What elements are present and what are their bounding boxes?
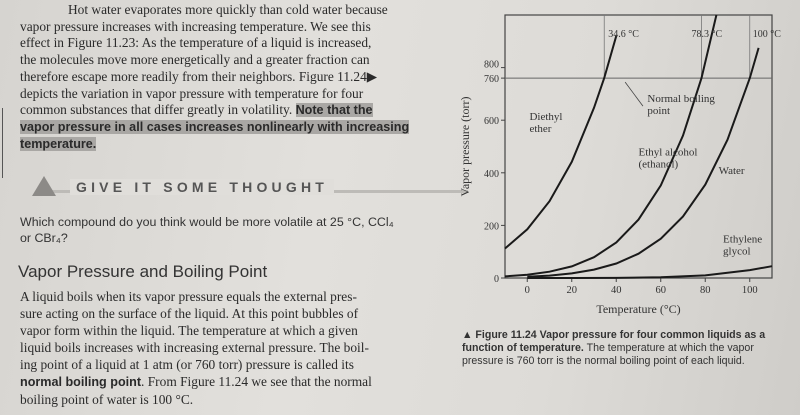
y-tick-label: 760	[484, 74, 499, 85]
annotation-bp-ether: 34.6 °C	[608, 29, 639, 40]
x-tick-label: 40	[611, 285, 622, 296]
boiling-point-paragraph: A liquid boils when its vapor pressure e…	[20, 288, 460, 408]
series-label-1: Diethyl	[529, 111, 562, 123]
annotation-normal-bp-1: Normal boiling	[647, 93, 715, 105]
annotation-bp-ethanol: 78.3 °C	[691, 29, 722, 40]
y-axis-label: Vapor pressure (torr)	[458, 97, 472, 197]
para1-line-7: common substances that differ greatly in…	[20, 102, 460, 119]
vapor-pressure-chart: 0 200 400 600 760 800 0 20 40 60 80 100 Temperature …	[458, 14, 781, 316]
series-line-4	[527, 265, 773, 279]
thought-question: Which compound do you think would be mor…	[20, 214, 460, 246]
para2-line-2: sure acting on the surface of the liquid…	[20, 306, 359, 321]
x-tick-label: 0	[525, 285, 530, 296]
y-tick-label: 0	[494, 274, 499, 285]
series-line-1	[504, 35, 618, 250]
caption-label: ▲ Figure 11.24	[462, 329, 537, 341]
x-tick-label: 100	[742, 285, 758, 296]
para1-line-6: depicts the variation in vapor pressure …	[20, 85, 364, 101]
caption-title: Vapor pressure for four common liquids a…	[462, 329, 766, 354]
para1-line-4: the molecules move more energetically an…	[20, 52, 370, 68]
para2-line-4: liquid boils increases with increasing e…	[20, 340, 369, 355]
highlight-1: Note that the	[295, 103, 373, 118]
intro-paragraph: Hot water evaporates more quickly than c…	[20, 2, 460, 152]
question-line-2: or CBr₄?	[20, 231, 68, 245]
y-tick-label: 600	[484, 116, 499, 127]
para1-line-5: therefore escape more readily from their…	[20, 68, 378, 84]
x-tick-label: 80	[700, 285, 711, 296]
y-tick-label: 400	[484, 169, 499, 180]
para1-line-2: vapor pressure increases with increasing…	[20, 18, 371, 34]
para2-line-7: boiling point of water is 100 °C.	[20, 392, 194, 407]
para1-line-1: Hot water evaporates more quickly than c…	[68, 2, 388, 17]
series-label-3: Water	[719, 165, 745, 177]
para1-line-3: effect in Figure 11.23: As the temperatu…	[20, 35, 372, 51]
series-label-4: glycol	[723, 245, 751, 257]
y-tick-label: 200	[484, 221, 499, 232]
series-label-4: Ethylene	[723, 233, 762, 245]
x-tick-label: 60	[656, 285, 667, 296]
para1-line-9: temperature.	[20, 136, 460, 153]
give-it-some-thought-banner: GIVE IT SOME THOUGHT	[18, 176, 468, 210]
annotation-normal-bp-2: point	[647, 105, 670, 117]
margin-bracket	[2, 108, 13, 178]
x-axis-label: Temperature (°C)	[596, 302, 680, 316]
triangle-icon	[32, 176, 56, 196]
series-label-1: ether	[529, 123, 551, 135]
para2-line-6: normal boiling point. From Figure 11.24 …	[20, 373, 460, 391]
highlight-2: vapor pressure in all cases increases no…	[20, 119, 410, 134]
question-line-1: Which compound do you think would be mor…	[20, 215, 394, 229]
y-tick-label: 800	[484, 60, 499, 71]
para2-line-1: A liquid boils when its vapor pressure e…	[20, 289, 357, 304]
para1-line-7-text: common substances that differ greatly in…	[20, 102, 293, 118]
series-label-2: (ethanol)	[639, 159, 679, 171]
annotation-bp-water: 100 °C	[753, 29, 781, 40]
highlight-3: temperature.	[20, 136, 97, 151]
section-heading: Vapor Pressure and Boiling Point	[18, 262, 268, 281]
series-line-3	[527, 47, 760, 278]
x-tick-label: 20	[567, 285, 578, 296]
para1-line-8: vapor pressure in all cases increases no…	[20, 119, 460, 136]
para2-line-6-rest: . From Figure 11.24 we see that the norm…	[141, 374, 372, 389]
series-line-2	[504, 14, 718, 278]
caption-text: The temperature at which the vapor press…	[462, 341, 754, 367]
bold-term: normal boiling point	[20, 375, 142, 389]
para2-line-5: ing point of a liquid at 1 atm (or 760 t…	[20, 357, 354, 372]
annotation-pointer	[624, 81, 644, 107]
series-label-2: Ethyl alcohol	[639, 147, 698, 159]
banner-title: GIVE IT SOME THOUGHT	[70, 179, 335, 195]
para2-line-3: vapor form within the liquid. The temper…	[20, 323, 358, 338]
figure-caption: ▲ Figure 11.24 Vapor pressure for four c…	[462, 329, 782, 367]
